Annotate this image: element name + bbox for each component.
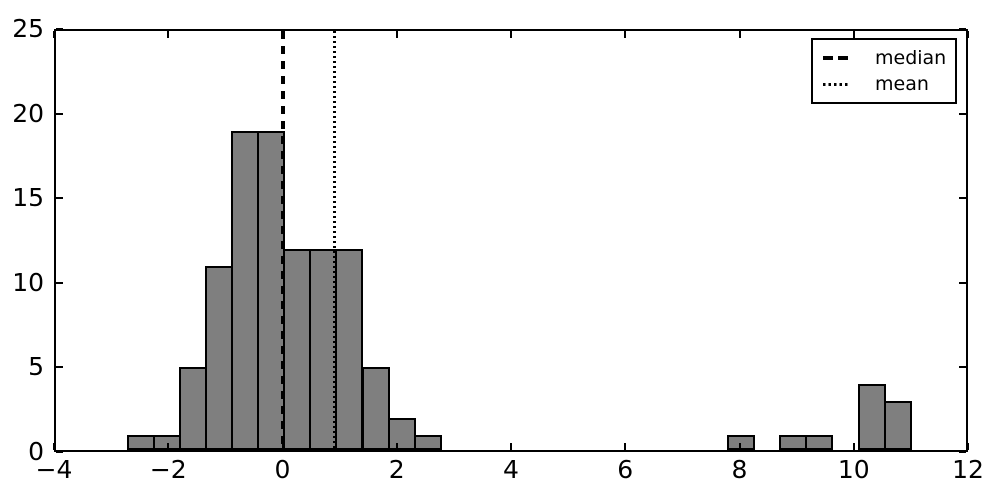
x-tick-top — [967, 31, 969, 38]
histogram-bar — [857, 384, 886, 450]
x-tick-label: 0 — [274, 455, 291, 484]
x-tick-label: 8 — [731, 455, 748, 484]
y-tick-label: 5 — [28, 352, 44, 382]
x-tick-bottom — [624, 443, 627, 450]
y-tick-left — [56, 281, 63, 284]
y-tick-left — [56, 112, 63, 115]
histogram-bar — [178, 367, 207, 450]
x-tick-bottom — [53, 443, 55, 450]
mean-dotted-line-sample — [823, 82, 849, 86]
x-tick-bottom — [738, 443, 741, 450]
x-tick-top — [738, 31, 741, 38]
legend: median mean — [811, 38, 957, 104]
x-tick-top — [852, 31, 855, 38]
legend-item-median: median — [823, 46, 947, 69]
x-tick-top — [395, 31, 398, 38]
mean-line — [332, 31, 336, 450]
legend-label-median: median — [875, 46, 947, 69]
x-tick-label: 12 — [952, 455, 984, 484]
y-tick-left — [56, 451, 63, 453]
y-tick-label: 15 — [12, 183, 44, 213]
histogram-bar — [779, 435, 808, 450]
legend-item-mean: mean — [823, 73, 945, 95]
histogram-bar — [805, 435, 834, 450]
x-tick-bottom — [281, 443, 284, 450]
y-tick-right — [959, 112, 966, 115]
y-tick-left — [56, 28, 63, 30]
x-tick-label: 2 — [388, 455, 405, 484]
y-tick-label: 25 — [12, 14, 44, 43]
y-tick-left — [56, 366, 63, 369]
x-tick-bottom — [395, 443, 398, 450]
x-tick-bottom — [852, 443, 855, 450]
x-tick-bottom — [510, 443, 512, 450]
y-tick-right — [959, 281, 966, 284]
x-tick-top — [510, 31, 512, 38]
histogram-bar — [230, 130, 260, 450]
x-tick-top — [167, 31, 170, 38]
histogram-bar — [883, 401, 912, 450]
median-dashed-line-sample — [823, 55, 849, 60]
y-tick-right — [959, 366, 966, 369]
x-tick-top — [53, 31, 55, 38]
histogram-bar — [257, 130, 286, 450]
histogram-bar — [283, 248, 312, 450]
histogram-bar — [126, 435, 155, 450]
legend-label-mean: mean — [875, 73, 929, 96]
y-tick-right — [959, 197, 966, 200]
x-tick-label: 4 — [503, 455, 519, 484]
y-tick-label: 10 — [12, 267, 44, 297]
histogram-bar — [387, 418, 416, 450]
x-tick-label: −4 — [35, 455, 73, 484]
y-tick-right — [959, 28, 966, 30]
x-tick-top — [281, 31, 284, 38]
histogram-bar — [335, 248, 364, 450]
x-tick-bottom — [167, 443, 170, 450]
x-tick-label: 10 — [837, 455, 870, 484]
median-line — [281, 31, 286, 450]
x-tick-bottom — [967, 443, 969, 450]
y-tick-label: 0 — [28, 437, 44, 466]
y-tick-label: 20 — [12, 98, 44, 128]
histogram-bar — [204, 265, 233, 450]
y-tick-right — [959, 451, 966, 453]
histogram-bar — [413, 435, 442, 450]
x-tick-label: −2 — [149, 455, 187, 484]
y-tick-left — [56, 197, 63, 200]
histogram-bar — [726, 435, 756, 450]
histogram-bar — [361, 367, 390, 450]
x-tick-top — [624, 31, 627, 38]
x-tick-label: 6 — [617, 455, 634, 484]
